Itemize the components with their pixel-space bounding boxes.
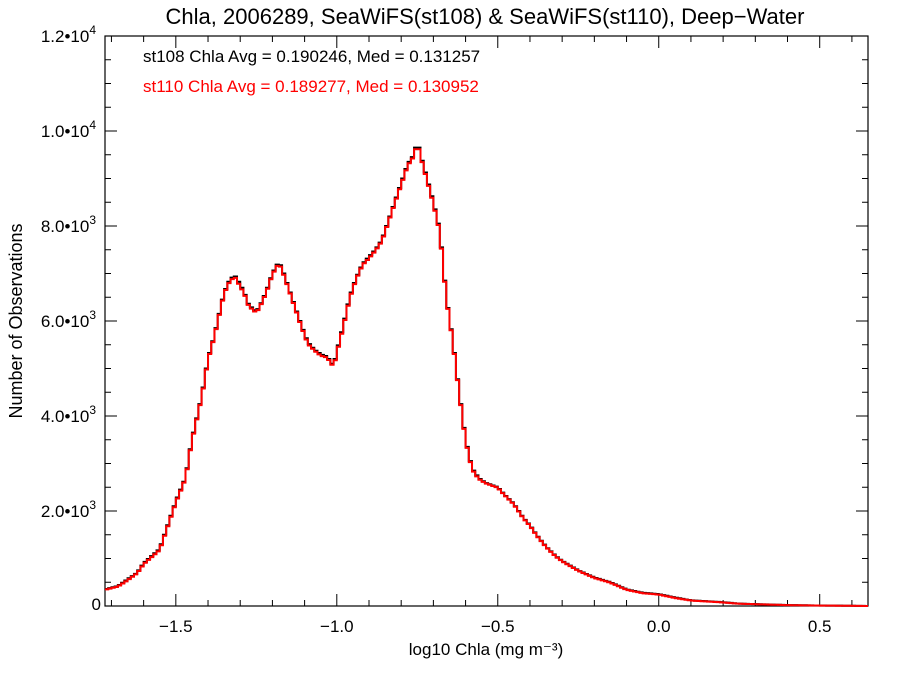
y-tick-label: 0 [92, 595, 101, 614]
y-tick-label: 2.0•103 [41, 498, 97, 521]
histogram-series [105, 146, 868, 607]
annotation-st110: st110 Chla Avg = 0.189277, Med = 0.13095… [143, 77, 479, 96]
x-tick-label: 0.0 [647, 617, 671, 636]
x-tick-labels: −1.5 −1.0 −0.5 0.0 0.5 [159, 617, 831, 636]
annotation-st108: st108 Chla Avg = 0.190246, Med = 0.13125… [143, 47, 480, 66]
y-tick-label: 6.0•103 [41, 308, 97, 331]
y-tick-label: 8.0•103 [41, 213, 97, 236]
series-st110-histogram-line [105, 148, 868, 607]
x-tick-label: 0.5 [808, 617, 832, 636]
x-tick-label: −1.5 [159, 617, 193, 636]
chart-title: Chla, 2006289, SeaWiFS(st108) & SeaWiFS(… [166, 4, 805, 29]
axis-ticks [105, 35, 868, 607]
y-tick-label: 4.0•103 [41, 403, 97, 426]
x-tick-label: −1.0 [320, 617, 354, 636]
x-axis-label: log10 Chla (mg m⁻³) [409, 640, 563, 659]
y-axis-label: Number of Observations [6, 223, 26, 418]
y-tick-label: 1.0•104 [41, 118, 97, 141]
y-tick-label: 1.2•104 [41, 23, 97, 46]
x-tick-label: −0.5 [481, 617, 515, 636]
y-tick-labels: 0 2.0•103 4.0•103 6.0•103 8.0•103 1.0•104 1.2•… [41, 23, 101, 614]
